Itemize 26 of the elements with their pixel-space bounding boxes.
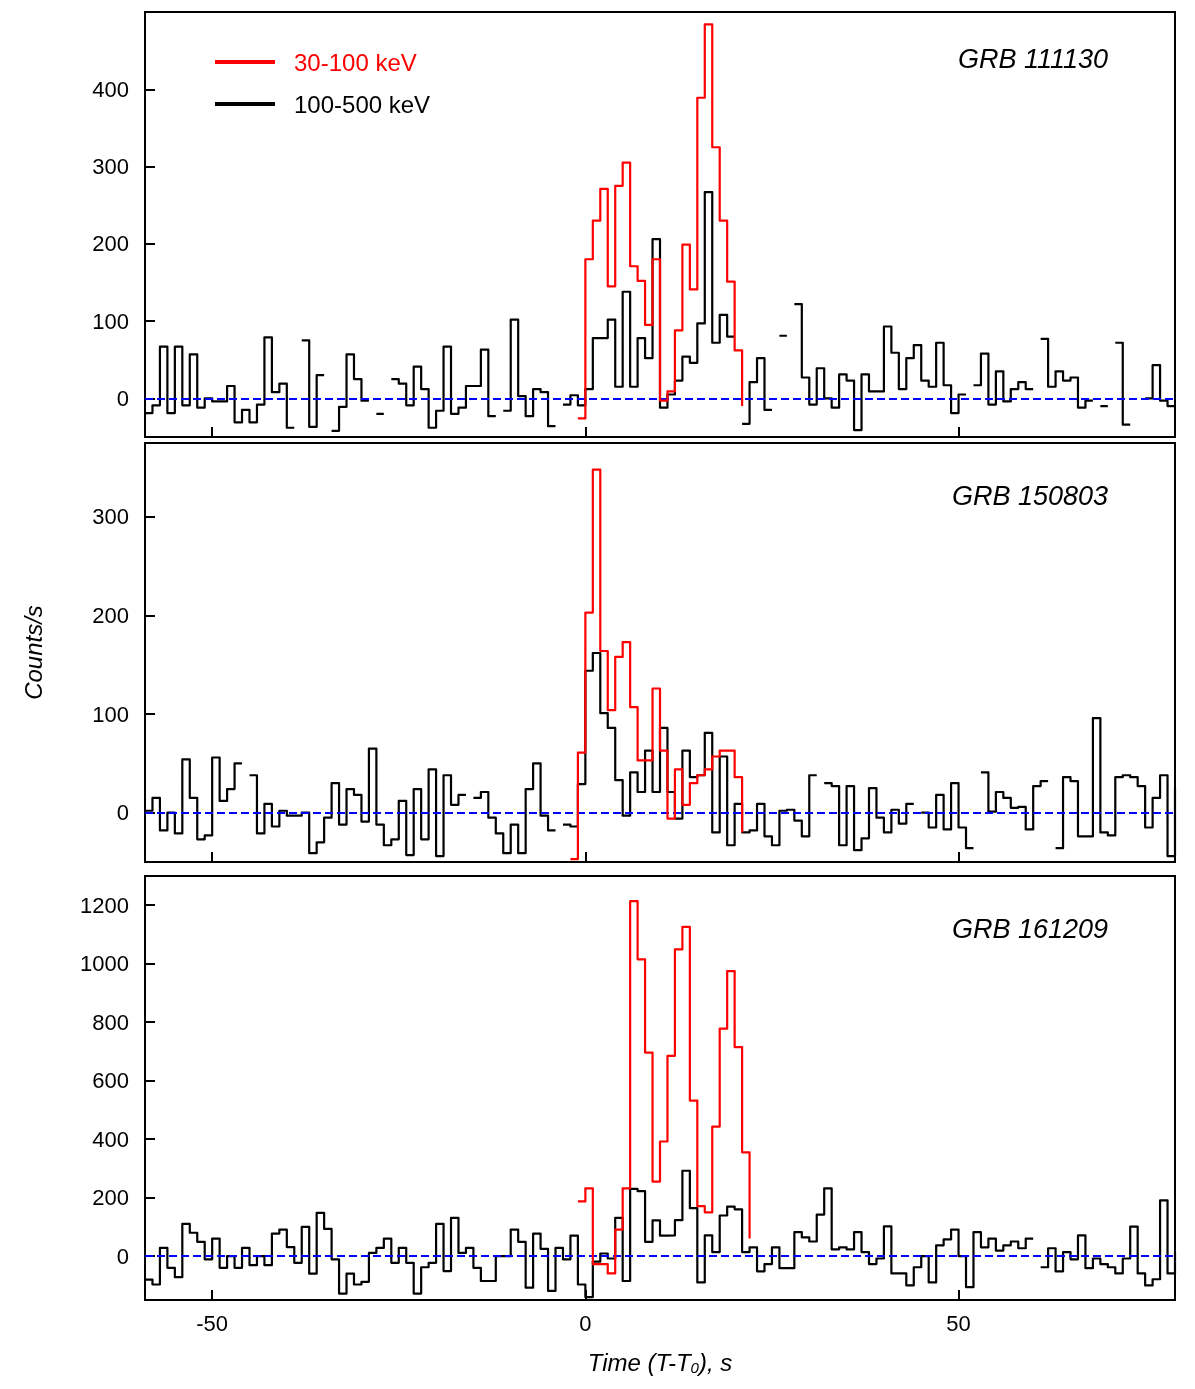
y-tick-label: 300 <box>92 504 129 530</box>
text: GRB 111130 <box>957 43 1109 74</box>
y-tick-label: 0 <box>116 385 129 411</box>
y-tick-label: 1000 <box>80 951 129 977</box>
y-tick-label: 100 <box>92 701 129 727</box>
y-tick-label: 200 <box>92 603 129 629</box>
x-tick-label: 50 <box>946 1310 971 1336</box>
y-tick-label: 100 <box>92 308 129 334</box>
y-tick-label: 600 <box>92 1068 129 1094</box>
y-axis-title: Counts/s <box>19 605 47 700</box>
y-tick-label: 800 <box>92 1009 129 1035</box>
y-tick-label: 400 <box>92 1126 129 1152</box>
y-tick-label: 400 <box>92 76 129 102</box>
y-tick-label: 1200 <box>80 892 129 918</box>
x-axis-title: Time (T-T0), s <box>587 1349 733 1376</box>
y-tick-label: 0 <box>116 800 129 826</box>
legend-label: 30-100 keV <box>294 48 417 76</box>
x-tick-label: 0 <box>579 1310 592 1336</box>
legend-label: 100-500 keV <box>294 90 431 118</box>
text: GRB 150803 <box>951 480 1108 511</box>
x-tick-label: -50 <box>196 1310 229 1336</box>
y-tick-label: 0 <box>116 1243 129 1269</box>
y-tick-label: 300 <box>92 154 129 180</box>
text: GRB 161209 <box>951 913 1108 944</box>
y-tick-label: 200 <box>92 1185 129 1211</box>
y-tick-label: 200 <box>92 231 129 257</box>
